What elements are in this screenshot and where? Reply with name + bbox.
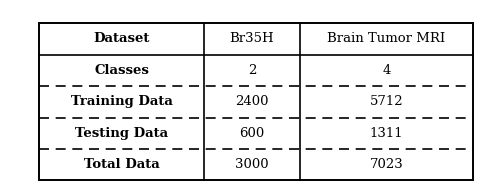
Text: 4: 4 (382, 64, 391, 77)
Text: Br35H: Br35H (229, 32, 274, 46)
Text: Testing Data: Testing Data (75, 127, 168, 140)
Text: 7023: 7023 (369, 158, 404, 171)
Text: Training Data: Training Data (71, 95, 172, 108)
Text: 2: 2 (248, 64, 256, 77)
Text: Brain Tumor MRI: Brain Tumor MRI (327, 32, 446, 46)
Text: Classes: Classes (94, 64, 149, 77)
Text: 600: 600 (239, 127, 264, 140)
Text: 1311: 1311 (370, 127, 403, 140)
Text: 5712: 5712 (370, 95, 403, 108)
Text: 2400: 2400 (235, 95, 268, 108)
Text: Total Data: Total Data (83, 158, 160, 171)
Text: Dataset: Dataset (93, 32, 150, 46)
Text: 3000: 3000 (235, 158, 269, 171)
